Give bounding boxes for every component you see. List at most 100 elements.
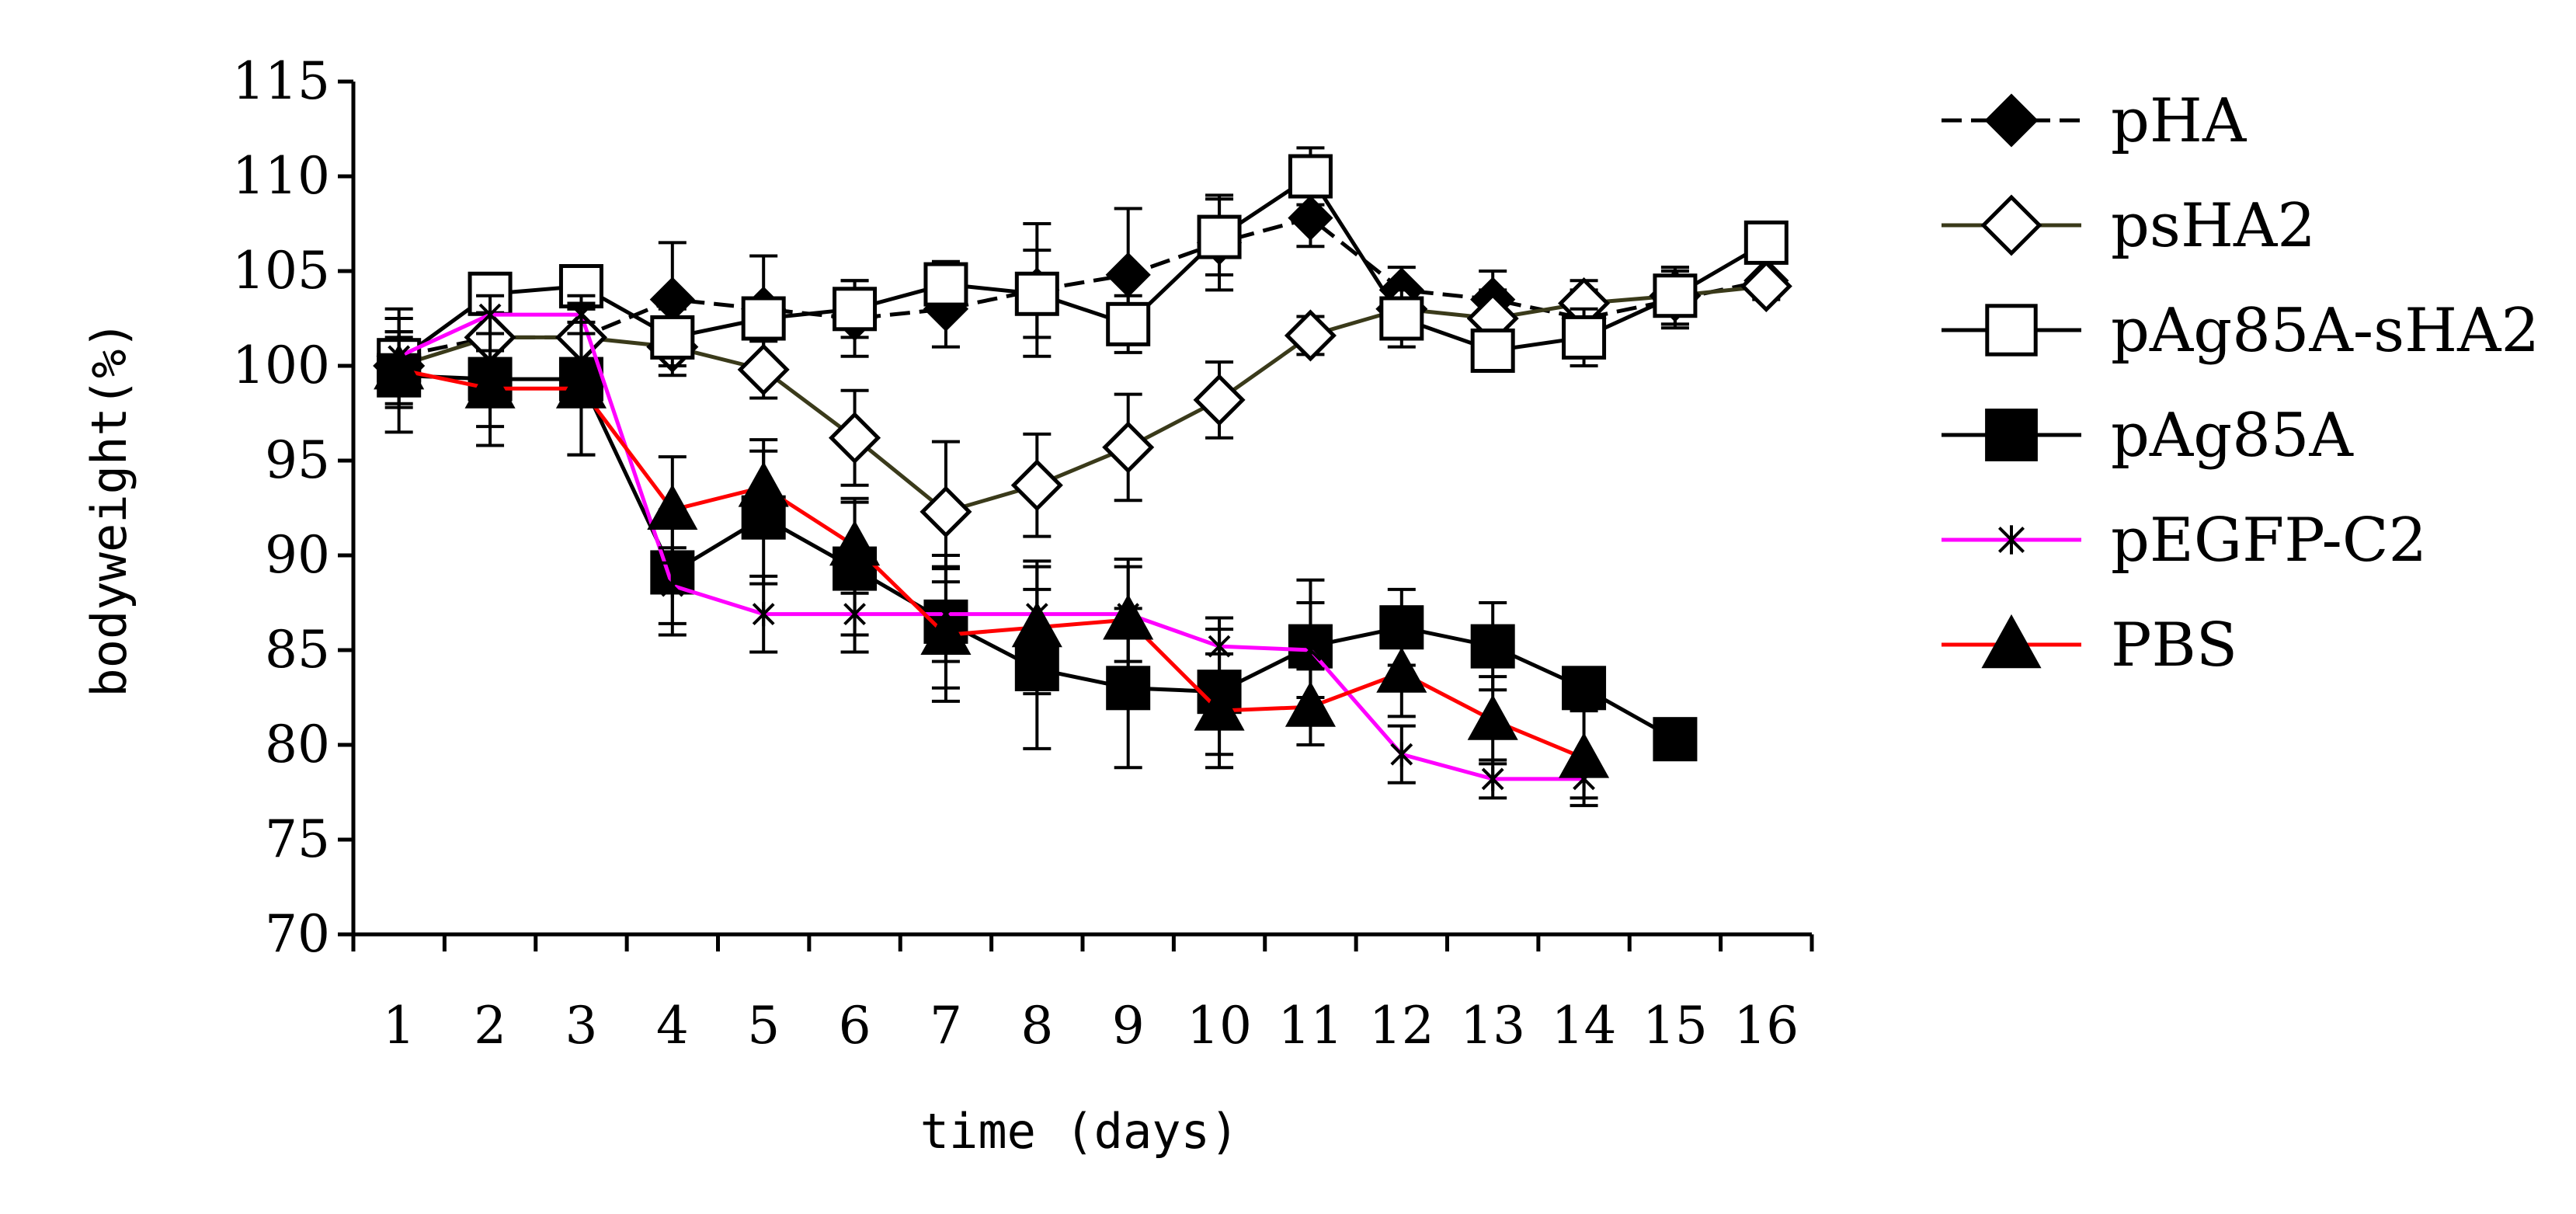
legend-item-psha2: psHA2 bbox=[1942, 191, 2316, 261]
y-axis-title: bodyweight(%) bbox=[81, 320, 137, 697]
legend-label: pAg85A bbox=[2111, 401, 2354, 471]
data-point-pag85a bbox=[1470, 624, 1515, 669]
legend-marker bbox=[1985, 409, 2038, 461]
legend-label: pHA bbox=[2111, 86, 2247, 156]
data-point-pbs bbox=[829, 520, 881, 566]
x-tick-label: 14 bbox=[1552, 996, 1617, 1056]
data-point-pag85a-sha2 bbox=[741, 296, 786, 341]
data-point-pha bbox=[1288, 195, 1333, 241]
data-point-psha2 bbox=[1740, 259, 1792, 313]
x-tick-label: 8 bbox=[1020, 996, 1053, 1056]
y-tick-label: 90 bbox=[265, 525, 330, 585]
data-point-psha2 bbox=[1010, 459, 1063, 512]
legend-item-pha: pHA bbox=[1942, 86, 2247, 156]
data-point-pbs bbox=[1467, 694, 1518, 740]
data-point-psha2 bbox=[1284, 309, 1337, 362]
data-point-pbs bbox=[1376, 647, 1427, 693]
data-point-pag85a-sha2 bbox=[558, 264, 603, 309]
data-point-pag85a-sha2 bbox=[1014, 271, 1059, 316]
series-pag85a-sha2 bbox=[377, 146, 1789, 391]
data-point-pag85a bbox=[1653, 717, 1698, 762]
data-point-pbs bbox=[1194, 684, 1245, 731]
x-tick-label: 9 bbox=[1112, 996, 1145, 1056]
data-point-pag85a-sha2 bbox=[650, 315, 695, 360]
data-point-pag85a-sha2 bbox=[1470, 328, 1515, 373]
legend-label: pAg85A-sHA2 bbox=[2111, 296, 2539, 366]
legend-marker bbox=[1985, 304, 2038, 357]
data-point-pegfp-c2 bbox=[1390, 742, 1413, 767]
data-point-pag85a bbox=[1562, 666, 1607, 711]
data-point-pag85a-sha2 bbox=[1562, 315, 1607, 360]
legend-label: pEGFP-C2 bbox=[2111, 506, 2427, 576]
x-tick-label: 12 bbox=[1369, 996, 1434, 1056]
legend-label: PBS bbox=[2111, 610, 2237, 680]
data-point-pha bbox=[1105, 252, 1151, 298]
data-point-pbs bbox=[1559, 732, 1610, 778]
series-line-pegfp-c2 bbox=[398, 312, 1584, 781]
legend-label: psHA2 bbox=[2111, 191, 2316, 261]
data-point-pbs bbox=[1103, 593, 1154, 640]
x-tick-label: 2 bbox=[474, 996, 506, 1056]
data-point-pag85a-sha2 bbox=[1743, 220, 1789, 265]
series-line-pag85a-sha2 bbox=[398, 173, 1768, 362]
data-point-pag85a-sha2 bbox=[1197, 214, 1242, 259]
x-tick-label: 13 bbox=[1460, 996, 1525, 1056]
legend-item-pbs: PBS bbox=[1942, 610, 2237, 680]
legend: pHA psHA2 pAg85A-sHA2 pAg85A pEGFP-C2 PBS bbox=[1942, 86, 2539, 680]
data-point-psha2 bbox=[829, 412, 881, 464]
data-point-pag85a-sha2 bbox=[923, 262, 968, 307]
data-point-pegfp-c2 bbox=[1481, 767, 1504, 791]
data-point-psha2 bbox=[1102, 421, 1155, 474]
x-tick-label: 15 bbox=[1643, 996, 1708, 1056]
legend-marker bbox=[1981, 614, 2042, 669]
data-point-psha2 bbox=[920, 485, 972, 538]
data-point-pegfp-c2 bbox=[752, 602, 775, 627]
x-tick-label: 6 bbox=[839, 996, 871, 1056]
data-point-pegfp-c2 bbox=[478, 302, 502, 327]
x-tick-label: 16 bbox=[1733, 996, 1799, 1056]
data-point-pag85a-sha2 bbox=[1379, 296, 1424, 341]
legend-marker bbox=[1984, 93, 2039, 148]
series-line-psha2 bbox=[398, 284, 1767, 514]
data-point-pag85a-sha2 bbox=[1653, 273, 1698, 318]
data-point-psha2 bbox=[1193, 374, 1246, 426]
data-point-pbs bbox=[464, 363, 516, 409]
legend-item-pag85a-sha2: pAg85A-sHA2 bbox=[1942, 296, 2539, 366]
y-tick-label: 85 bbox=[265, 620, 330, 680]
series-pbs bbox=[374, 320, 1610, 808]
legend-item-pegfp-c2: pEGFP-C2 bbox=[1942, 506, 2427, 576]
x-tick-label: 4 bbox=[656, 996, 689, 1056]
data-point-pbs bbox=[374, 343, 425, 390]
legend-item-pag85a: pAg85A bbox=[1942, 401, 2354, 471]
x-tick-label: 7 bbox=[930, 996, 962, 1056]
legend-marker bbox=[1980, 194, 2042, 256]
data-point-pag85a-sha2 bbox=[1106, 301, 1151, 346]
x-tick-label: 10 bbox=[1187, 996, 1252, 1056]
y-tick-label: 70 bbox=[265, 904, 330, 964]
x-tick-label: 1 bbox=[383, 996, 415, 1056]
data-point-pbs bbox=[1285, 681, 1336, 727]
y-tick-label: 105 bbox=[232, 241, 330, 301]
data-point-pag85a-sha2 bbox=[1288, 154, 1333, 199]
data-point-pegfp-c2 bbox=[843, 602, 866, 627]
x-axis-title: time (days) bbox=[920, 1103, 1239, 1160]
data-point-pag85a-sha2 bbox=[833, 287, 878, 332]
x-tick-label: 5 bbox=[747, 996, 780, 1056]
x-tick-label: 11 bbox=[1278, 996, 1343, 1056]
plot-area bbox=[373, 146, 1792, 808]
data-point-pbs bbox=[647, 484, 698, 530]
y-tick-label: 95 bbox=[265, 430, 330, 490]
data-point-pegfp-c2 bbox=[1299, 638, 1322, 663]
data-point-pbs bbox=[920, 609, 972, 655]
data-point-psha2 bbox=[737, 343, 790, 396]
y-tick-label: 110 bbox=[232, 146, 330, 206]
y-tick-label: 75 bbox=[265, 809, 330, 869]
data-point-pbs bbox=[1011, 601, 1062, 648]
data-point-pbs bbox=[738, 461, 789, 507]
y-tick-label: 115 bbox=[232, 51, 330, 111]
y-tick-label: 80 bbox=[265, 715, 330, 774]
y-tick-label: 100 bbox=[232, 336, 330, 395]
data-point-pbs bbox=[555, 363, 607, 409]
